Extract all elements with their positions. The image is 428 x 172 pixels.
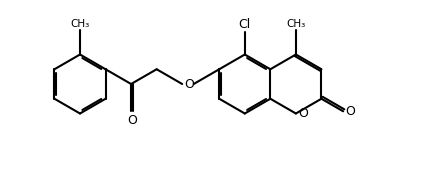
Text: Cl: Cl	[239, 18, 251, 31]
Text: O: O	[345, 105, 355, 118]
Text: O: O	[184, 78, 194, 90]
Text: O: O	[127, 114, 137, 127]
Text: O: O	[298, 107, 308, 120]
Text: CH₃: CH₃	[70, 19, 89, 29]
Text: CH₃: CH₃	[286, 19, 306, 29]
